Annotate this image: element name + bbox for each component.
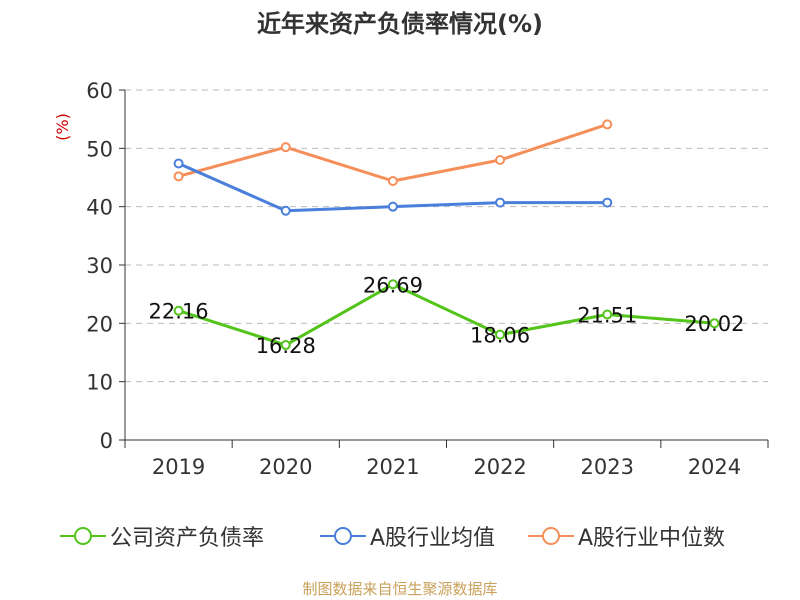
data-point bbox=[280, 142, 291, 153]
legend-swatch bbox=[528, 524, 574, 548]
x-tick-label: 2020 bbox=[259, 455, 312, 479]
legend-label: A股行业中位数 bbox=[578, 526, 726, 551]
series-line bbox=[178, 282, 715, 347]
data-point bbox=[709, 318, 720, 329]
data-point bbox=[602, 197, 613, 208]
series-line bbox=[178, 122, 608, 183]
legend-label: 公司资产负债率 bbox=[110, 526, 265, 551]
y-tick-label: 50 bbox=[86, 137, 113, 161]
y-tick-label: 20 bbox=[86, 312, 113, 336]
y-tick-label: 0 bbox=[100, 429, 113, 453]
data-label: 16.28 bbox=[256, 334, 316, 358]
y-tick-label: 60 bbox=[86, 79, 113, 103]
series-lines bbox=[173, 119, 720, 351]
x-tick-labels: 2019 2020 2021 2022 2023 2024 bbox=[152, 455, 741, 479]
data-point bbox=[387, 279, 398, 290]
data-label: 22.16 bbox=[149, 300, 209, 324]
y-tick-label: 10 bbox=[86, 371, 113, 395]
data-point bbox=[173, 171, 184, 182]
data-point bbox=[387, 176, 398, 186]
x-tick-label: 2023 bbox=[581, 455, 634, 479]
legend-item[interactable]: 公司资产负债率 bbox=[60, 520, 264, 552]
x-tick-label: 2019 bbox=[152, 455, 205, 479]
legend-label: A股行业均值 bbox=[370, 526, 496, 551]
legend-swatch bbox=[320, 524, 366, 548]
y-axis-label: (%) bbox=[53, 113, 72, 141]
data-label: 26.69 bbox=[363, 273, 423, 297]
data-label: 21.51 bbox=[577, 304, 637, 328]
data-labels: 22.16 16.28 26.69 18.06 21.51 20.02 bbox=[149, 273, 745, 358]
data-point bbox=[602, 309, 613, 320]
axes bbox=[119, 89, 769, 448]
data-point bbox=[495, 329, 506, 340]
y-tick-label: 30 bbox=[86, 254, 113, 278]
x-tick-label: 2021 bbox=[366, 455, 419, 479]
data-label: 20.02 bbox=[684, 312, 744, 336]
x-tick-label: 2022 bbox=[473, 455, 526, 479]
x-tick-label: 2024 bbox=[688, 455, 741, 479]
legend-swatch bbox=[60, 524, 106, 548]
source-footer: 制图数据来自恒生聚源数据库 bbox=[302, 580, 498, 598]
chart-title: 近年来资产负债率情况(%) bbox=[257, 10, 543, 38]
data-point bbox=[495, 197, 506, 208]
data-label: 18.06 bbox=[470, 324, 530, 348]
legend-item[interactable]: A股行业中位数 bbox=[528, 520, 725, 552]
data-point bbox=[280, 205, 291, 216]
grid-lines bbox=[125, 89, 768, 383]
data-point bbox=[602, 119, 613, 130]
data-point bbox=[280, 340, 291, 351]
legend-item[interactable]: A股行业均值 bbox=[320, 520, 495, 552]
data-point bbox=[387, 201, 398, 212]
data-point bbox=[173, 158, 184, 169]
y-tick-labels: 0 10 20 30 40 50 60 bbox=[86, 79, 113, 453]
data-point bbox=[495, 155, 506, 165]
y-tick-label: 40 bbox=[86, 196, 113, 220]
data-point bbox=[173, 305, 184, 316]
